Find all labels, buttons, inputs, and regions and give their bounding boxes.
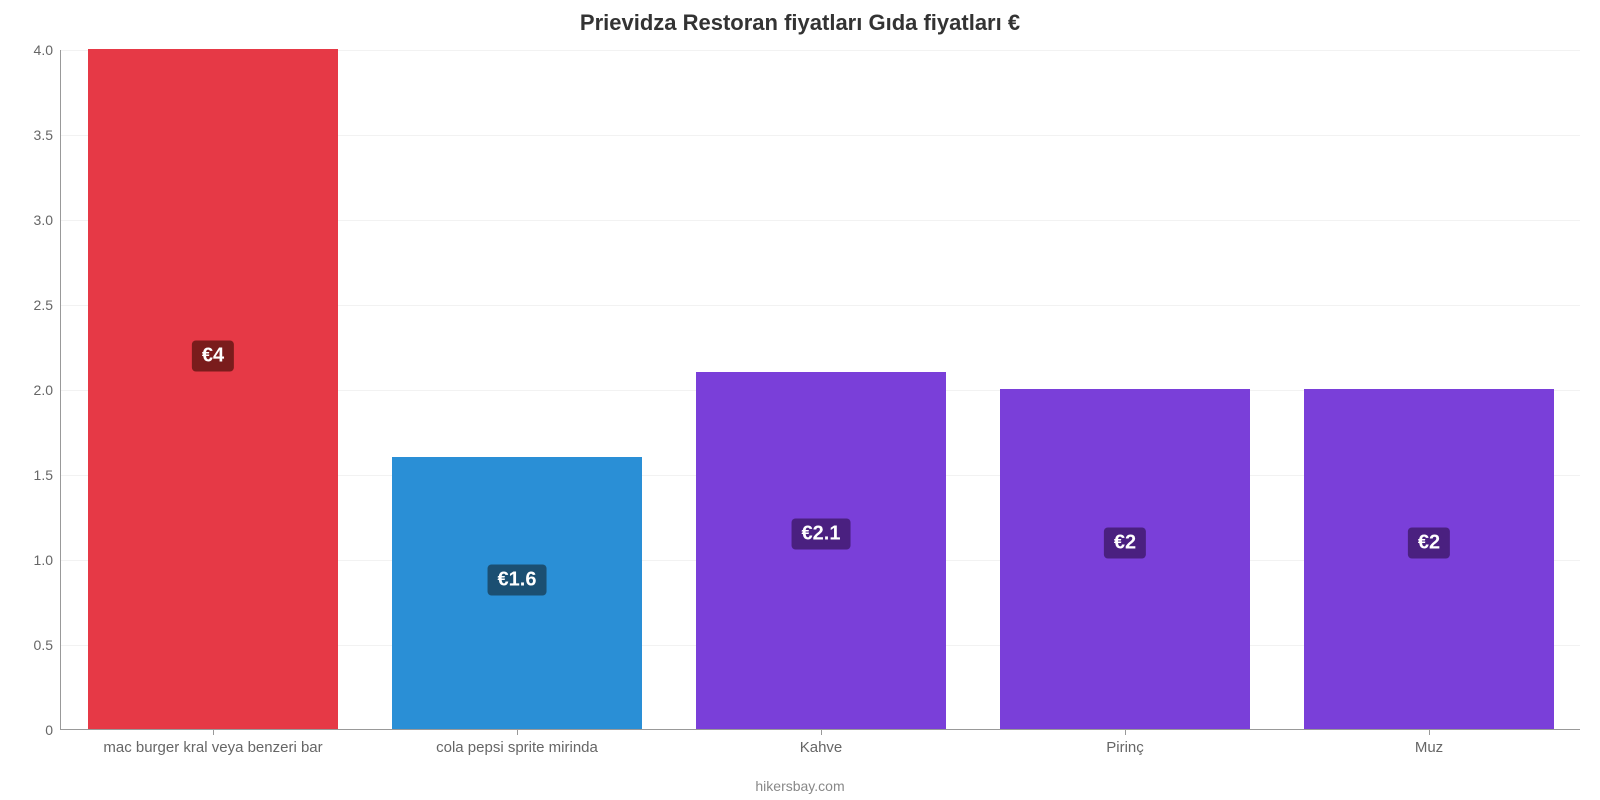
chart-title: Prievidza Restoran fiyatları Gıda fiyatl…: [0, 10, 1600, 36]
bar-value-label: €1.6: [488, 565, 547, 596]
bar-value-label: €2.1: [792, 518, 851, 549]
bar: [1000, 389, 1249, 729]
x-tick-label: Pirinç: [1106, 729, 1144, 756]
bar: [1304, 389, 1553, 729]
x-tick-label: mac burger kral veya benzeri bar: [103, 729, 322, 756]
bar: [88, 49, 337, 729]
y-tick-label: 2.0: [34, 382, 61, 398]
bar: [696, 372, 945, 729]
plot-area: 00.51.01.52.02.53.03.54.0€4mac burger kr…: [60, 50, 1580, 730]
y-tick-label: 1.0: [34, 552, 61, 568]
chart-container: Prievidza Restoran fiyatları Gıda fiyatl…: [0, 0, 1600, 800]
y-tick-label: 2.5: [34, 297, 61, 313]
y-tick-label: 1.5: [34, 467, 61, 483]
x-tick-label: Muz: [1415, 729, 1443, 756]
y-tick-label: 3.5: [34, 127, 61, 143]
bar-value-label: €2: [1104, 528, 1146, 559]
y-tick-label: 0.5: [34, 637, 61, 653]
y-tick-label: 4.0: [34, 42, 61, 58]
chart-footer: hikersbay.com: [0, 778, 1600, 794]
x-tick-label: cola pepsi sprite mirinda: [436, 729, 598, 756]
bar-value-label: €2: [1408, 528, 1450, 559]
bar-value-label: €4: [192, 341, 234, 372]
x-tick-label: Kahve: [800, 729, 843, 756]
y-tick-label: 3.0: [34, 212, 61, 228]
y-tick-label: 0: [45, 722, 61, 738]
